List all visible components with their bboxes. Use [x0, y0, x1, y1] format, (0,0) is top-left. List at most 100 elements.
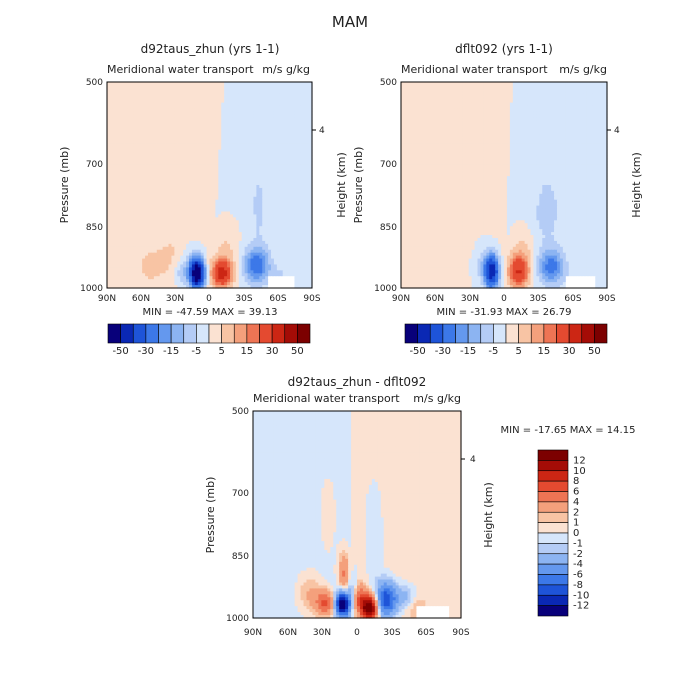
p1-field-cell-1886	[300, 158, 304, 163]
p1-field-cell-1416	[153, 140, 158, 145]
p1-field-cell-1814	[294, 155, 298, 160]
p1-field-cell-1558	[159, 146, 164, 151]
p1-field-cell-3034	[177, 208, 181, 213]
p1-field-cell-3286	[300, 217, 304, 221]
p1-field-cell-3493	[291, 226, 296, 230]
p1-field-cell-821	[256, 114, 260, 118]
p1-field-cell-2870	[107, 202, 111, 207]
p1-field-cell-1581	[227, 146, 231, 151]
p1-field-cell-756	[271, 111, 275, 115]
p1-field-cell-1618	[130, 149, 134, 154]
p1-field-cell-2308	[306, 176, 310, 180]
p1-field-cell-2228	[276, 173, 281, 177]
p1-field-cell-1868	[247, 158, 252, 163]
p1-field-cell-189	[250, 87, 255, 92]
p1-field-cell-2772	[230, 196, 234, 201]
p1-field-cell-630	[107, 108, 111, 113]
p1-field-cell-1181	[285, 129, 290, 133]
p1-field-cell-1015	[209, 123, 214, 127]
p1-field-cell-2253	[145, 176, 149, 180]
p1-field-cell-2598	[130, 190, 134, 195]
p1-field-cell-2669	[133, 193, 137, 198]
p1-field-cell-2728	[306, 193, 310, 198]
p1-field-cell-2965	[180, 205, 184, 210]
p1-field-cell-1563	[174, 146, 178, 151]
p1-field-cell-1708	[189, 152, 193, 157]
p1-field-cell-1106	[271, 126, 275, 130]
p1-field-cell-1422	[171, 140, 175, 145]
p1-field-cell-2467	[156, 185, 161, 189]
p1-field-cell-3464	[206, 226, 211, 230]
p1-field-cell-3169	[162, 214, 167, 218]
p1-field-cell-11	[139, 82, 143, 86]
p1-field-cell-3387	[186, 223, 190, 227]
p1-field-cell-2461	[139, 185, 143, 189]
p1-field-cell-2959	[162, 205, 167, 210]
p1-field-cell-1285	[180, 134, 184, 139]
p1-field-cell-249	[221, 90, 225, 95]
p1-field-cell-2892	[171, 202, 175, 207]
p1-field-cell-2878	[130, 202, 134, 207]
p1-field-cell-2378	[306, 179, 310, 183]
p1-field-cell-3144	[294, 211, 298, 216]
p1-field-cell-1594	[265, 146, 269, 151]
p1-field-cell-397	[244, 96, 249, 101]
p1-field-cell-2914	[235, 202, 240, 207]
p1-field-cell-2022	[288, 164, 293, 168]
p1-field-cell-830	[282, 114, 287, 118]
p1-field-cell-2586	[300, 187, 304, 192]
p1-field-cell-1076	[183, 126, 187, 130]
p1-field-cell-1264	[118, 134, 123, 139]
p1-field-cell-3336	[241, 220, 246, 224]
p1-field-cell-1195	[121, 132, 126, 136]
p1-field-cell-1196	[124, 132, 129, 136]
p1-field-cell-883	[232, 117, 237, 121]
p1-field-cell-1845	[180, 158, 184, 163]
p1-field-cell-255	[238, 90, 243, 95]
p1-field-cell-1405	[121, 140, 126, 145]
p1-field-cell-2592	[112, 190, 117, 195]
p1-field-cell-190	[253, 87, 257, 92]
p1-field-cell-2030	[107, 167, 111, 171]
p1-field-cell-1069	[162, 126, 167, 130]
p1-field-cell-3284	[294, 217, 298, 221]
p1-field-cell-137	[303, 84, 307, 89]
p1-field-cell-1508	[218, 143, 222, 148]
p1-field-cell-3036	[183, 208, 187, 213]
p1-field-cell-521	[197, 102, 202, 107]
p1-field-cell-3224	[118, 217, 123, 221]
p1-field-cell-1361	[197, 137, 202, 142]
p1-field-cell-799	[191, 114, 196, 118]
p1-field-cell-2431	[256, 182, 260, 186]
p1-field-cell-3534	[206, 229, 211, 233]
p1-field-cell-2703	[232, 193, 237, 198]
p1-field-cell-2756	[183, 196, 187, 201]
p1-field-cell-431	[139, 99, 143, 104]
p1-field-cell-1565	[180, 146, 184, 151]
p1-field-cell-1599	[279, 146, 284, 151]
p1-field-cell-2237	[303, 173, 307, 177]
p1-field-cell-2753	[174, 196, 178, 201]
p1-field-cell-1026	[241, 123, 246, 127]
p1-field-cell-1210	[165, 132, 170, 136]
p1-field-cell-2170	[107, 173, 111, 177]
p1-field-cell-610	[253, 105, 257, 110]
p1-field-cell-3466	[212, 226, 216, 230]
p1-field-cell-1757	[127, 155, 132, 160]
p1-field-cell-1188	[306, 129, 310, 133]
p1-field-cell-114	[235, 84, 240, 89]
p1-field-cell-1103	[262, 126, 266, 130]
p1-field-cell-143	[115, 87, 120, 92]
p1-field-cell-1785	[209, 155, 214, 160]
p1-field-cell-3560	[282, 229, 287, 233]
p1-field-cell-643	[145, 108, 149, 113]
p1-field-cell-2537	[156, 187, 161, 192]
p1-field-cell-892	[259, 117, 263, 121]
p1-field-cell-569	[133, 105, 137, 110]
p1-field-cell-3486	[271, 226, 275, 230]
p1-field-cell-2465	[150, 185, 155, 189]
p1-field-cell-2997	[273, 205, 278, 210]
p1-field-cell-1376	[241, 137, 246, 142]
p1-field-cell-2252	[142, 176, 146, 180]
p1-field-cell-3505	[121, 229, 126, 233]
